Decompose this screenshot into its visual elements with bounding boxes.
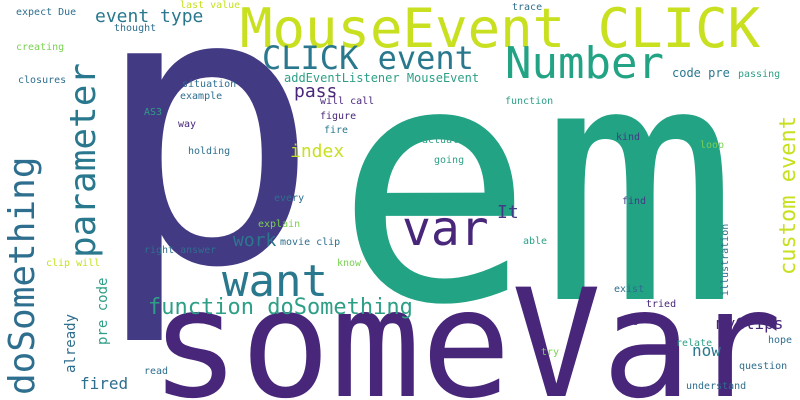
word-already: already bbox=[63, 313, 79, 373]
word-clip-will: clip will bbox=[46, 258, 101, 269]
word-holding: holding bbox=[188, 146, 231, 157]
word-passing: passing bbox=[738, 69, 781, 80]
word-understand: understand bbox=[686, 381, 747, 392]
word-work: work bbox=[233, 230, 277, 251]
word-tried: tried bbox=[646, 299, 677, 310]
word-exist: exist bbox=[614, 284, 645, 295]
word-mouseevent-click: MouseEvent CLICK bbox=[240, 0, 761, 60]
word-right-answer: right answer bbox=[144, 245, 217, 256]
word-kind: kind bbox=[616, 132, 641, 143]
word-e: e bbox=[335, 0, 534, 377]
word-it: It bbox=[497, 202, 519, 223]
word-parameter: parameter bbox=[63, 62, 104, 258]
word-somevar: someVar bbox=[150, 258, 783, 400]
word-var: var bbox=[402, 201, 489, 257]
word-addeventlistener-mouseevent: addEventListener MouseEvent bbox=[284, 71, 480, 85]
word-illustration: illustration bbox=[720, 223, 731, 296]
word-able: able bbox=[523, 236, 548, 247]
word-now: now bbox=[692, 341, 721, 360]
word-fired: fired bbox=[80, 374, 129, 393]
word-explain: explain bbox=[258, 219, 301, 230]
word-thought: thought bbox=[114, 23, 157, 34]
word-relate: relate bbox=[676, 338, 713, 349]
word-loop: loop bbox=[700, 140, 725, 151]
word-m: m bbox=[540, 0, 739, 377]
word-find: find bbox=[622, 196, 647, 207]
word-will-call: will call bbox=[320, 96, 375, 107]
word-custom-event: custom event bbox=[776, 116, 800, 275]
word-last-value: last value bbox=[180, 0, 241, 11]
word-way: way bbox=[178, 119, 197, 130]
word-pre-code: pre code bbox=[95, 277, 111, 345]
word-creating: creating bbox=[16, 42, 65, 53]
word-try: try bbox=[541, 347, 560, 358]
word-pass: pass bbox=[294, 81, 338, 102]
word-every: every bbox=[274, 193, 305, 204]
word-question: question bbox=[739, 361, 788, 372]
word-trace: trace bbox=[512, 2, 543, 13]
word-number: Number bbox=[505, 38, 664, 89]
word-p: p bbox=[92, 0, 321, 351]
word-example: example bbox=[180, 91, 223, 102]
word-e-small: e bbox=[632, 317, 639, 328]
word-function-dosomething: function doSomething bbox=[148, 295, 413, 320]
word-function: function bbox=[505, 96, 554, 107]
word-fire: fire bbox=[324, 125, 349, 136]
word-click-event: CLICK event bbox=[262, 39, 474, 77]
word-as3: AS3 bbox=[144, 107, 163, 118]
word-going: going bbox=[434, 155, 465, 166]
word-myclips: myClips bbox=[716, 314, 784, 333]
word-know: know bbox=[337, 258, 362, 269]
word-lot: lot bbox=[192, 65, 211, 76]
word-code-pre: code pre bbox=[672, 66, 730, 80]
word-dosomething: doSomething bbox=[2, 156, 43, 395]
word-closures: closures bbox=[18, 75, 67, 86]
word-figure: figure bbox=[320, 111, 357, 122]
word-hope: hope bbox=[768, 335, 793, 346]
word-index: index bbox=[290, 141, 345, 162]
word-want: want bbox=[222, 256, 328, 307]
word-situation: situation bbox=[182, 79, 237, 90]
word-actually: actually bbox=[422, 135, 471, 146]
word-event-type: event type bbox=[95, 6, 204, 27]
word-expect-due: expect Due bbox=[16, 7, 77, 18]
word-movie-clip: movie clip bbox=[280, 237, 341, 248]
word-read: read bbox=[144, 366, 169, 377]
